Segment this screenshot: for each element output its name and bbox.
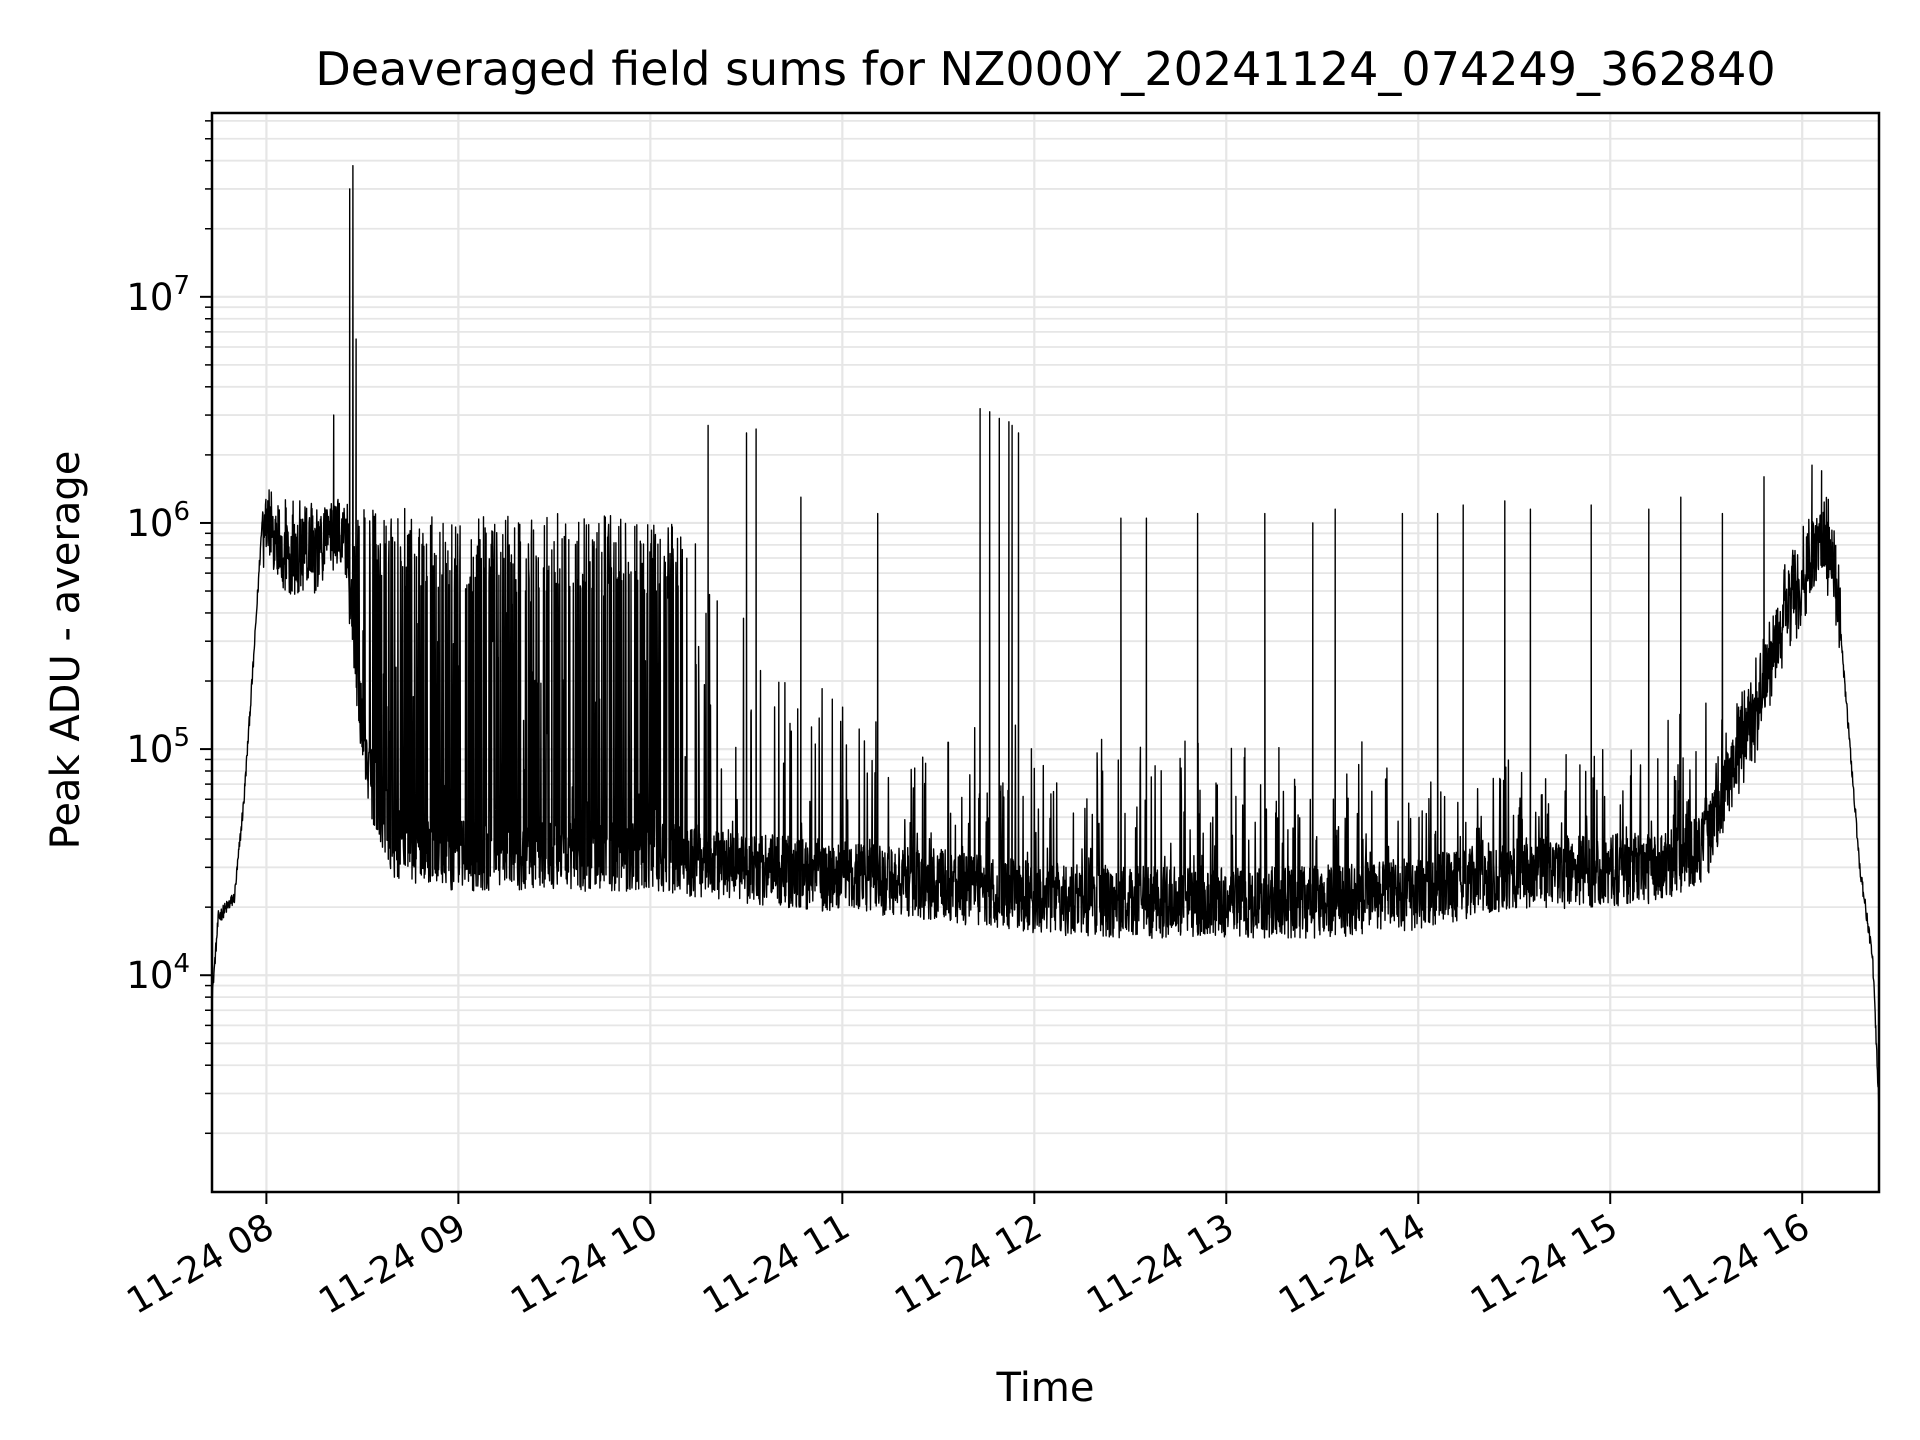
x-tick-label: 11-24 09 [312,1206,473,1322]
x-tick-label: 11-24 13 [1080,1206,1241,1322]
axes [200,111,1881,1204]
series-line [211,165,1880,1111]
x-tick-label: 11-24 16 [1656,1206,1817,1322]
x-tick-label: 11-24 08 [120,1206,281,1322]
x-axis-label: Time [996,1365,1095,1411]
y-tick-label: 104 [126,949,190,997]
chart-title: Deaveraged field sums for NZ000Y_2024112… [315,42,1776,96]
data-layer [211,165,1880,1111]
x-tick-label: 11-24 15 [1464,1206,1625,1322]
minor-gridlines [212,119,1879,1135]
x-tick-label: 11-24 12 [888,1206,1049,1322]
x-tick-label: 11-24 10 [504,1206,665,1322]
y-tick-label: 106 [126,497,190,545]
axes-frame [210,111,1881,1194]
x-tick-label: 11-24 14 [1272,1206,1433,1322]
x-tick-label: 11-24 11 [696,1206,857,1322]
y-tick-label: 105 [126,723,190,771]
y-tick-label: 107 [126,271,190,319]
major-gridlines [212,113,1879,1192]
